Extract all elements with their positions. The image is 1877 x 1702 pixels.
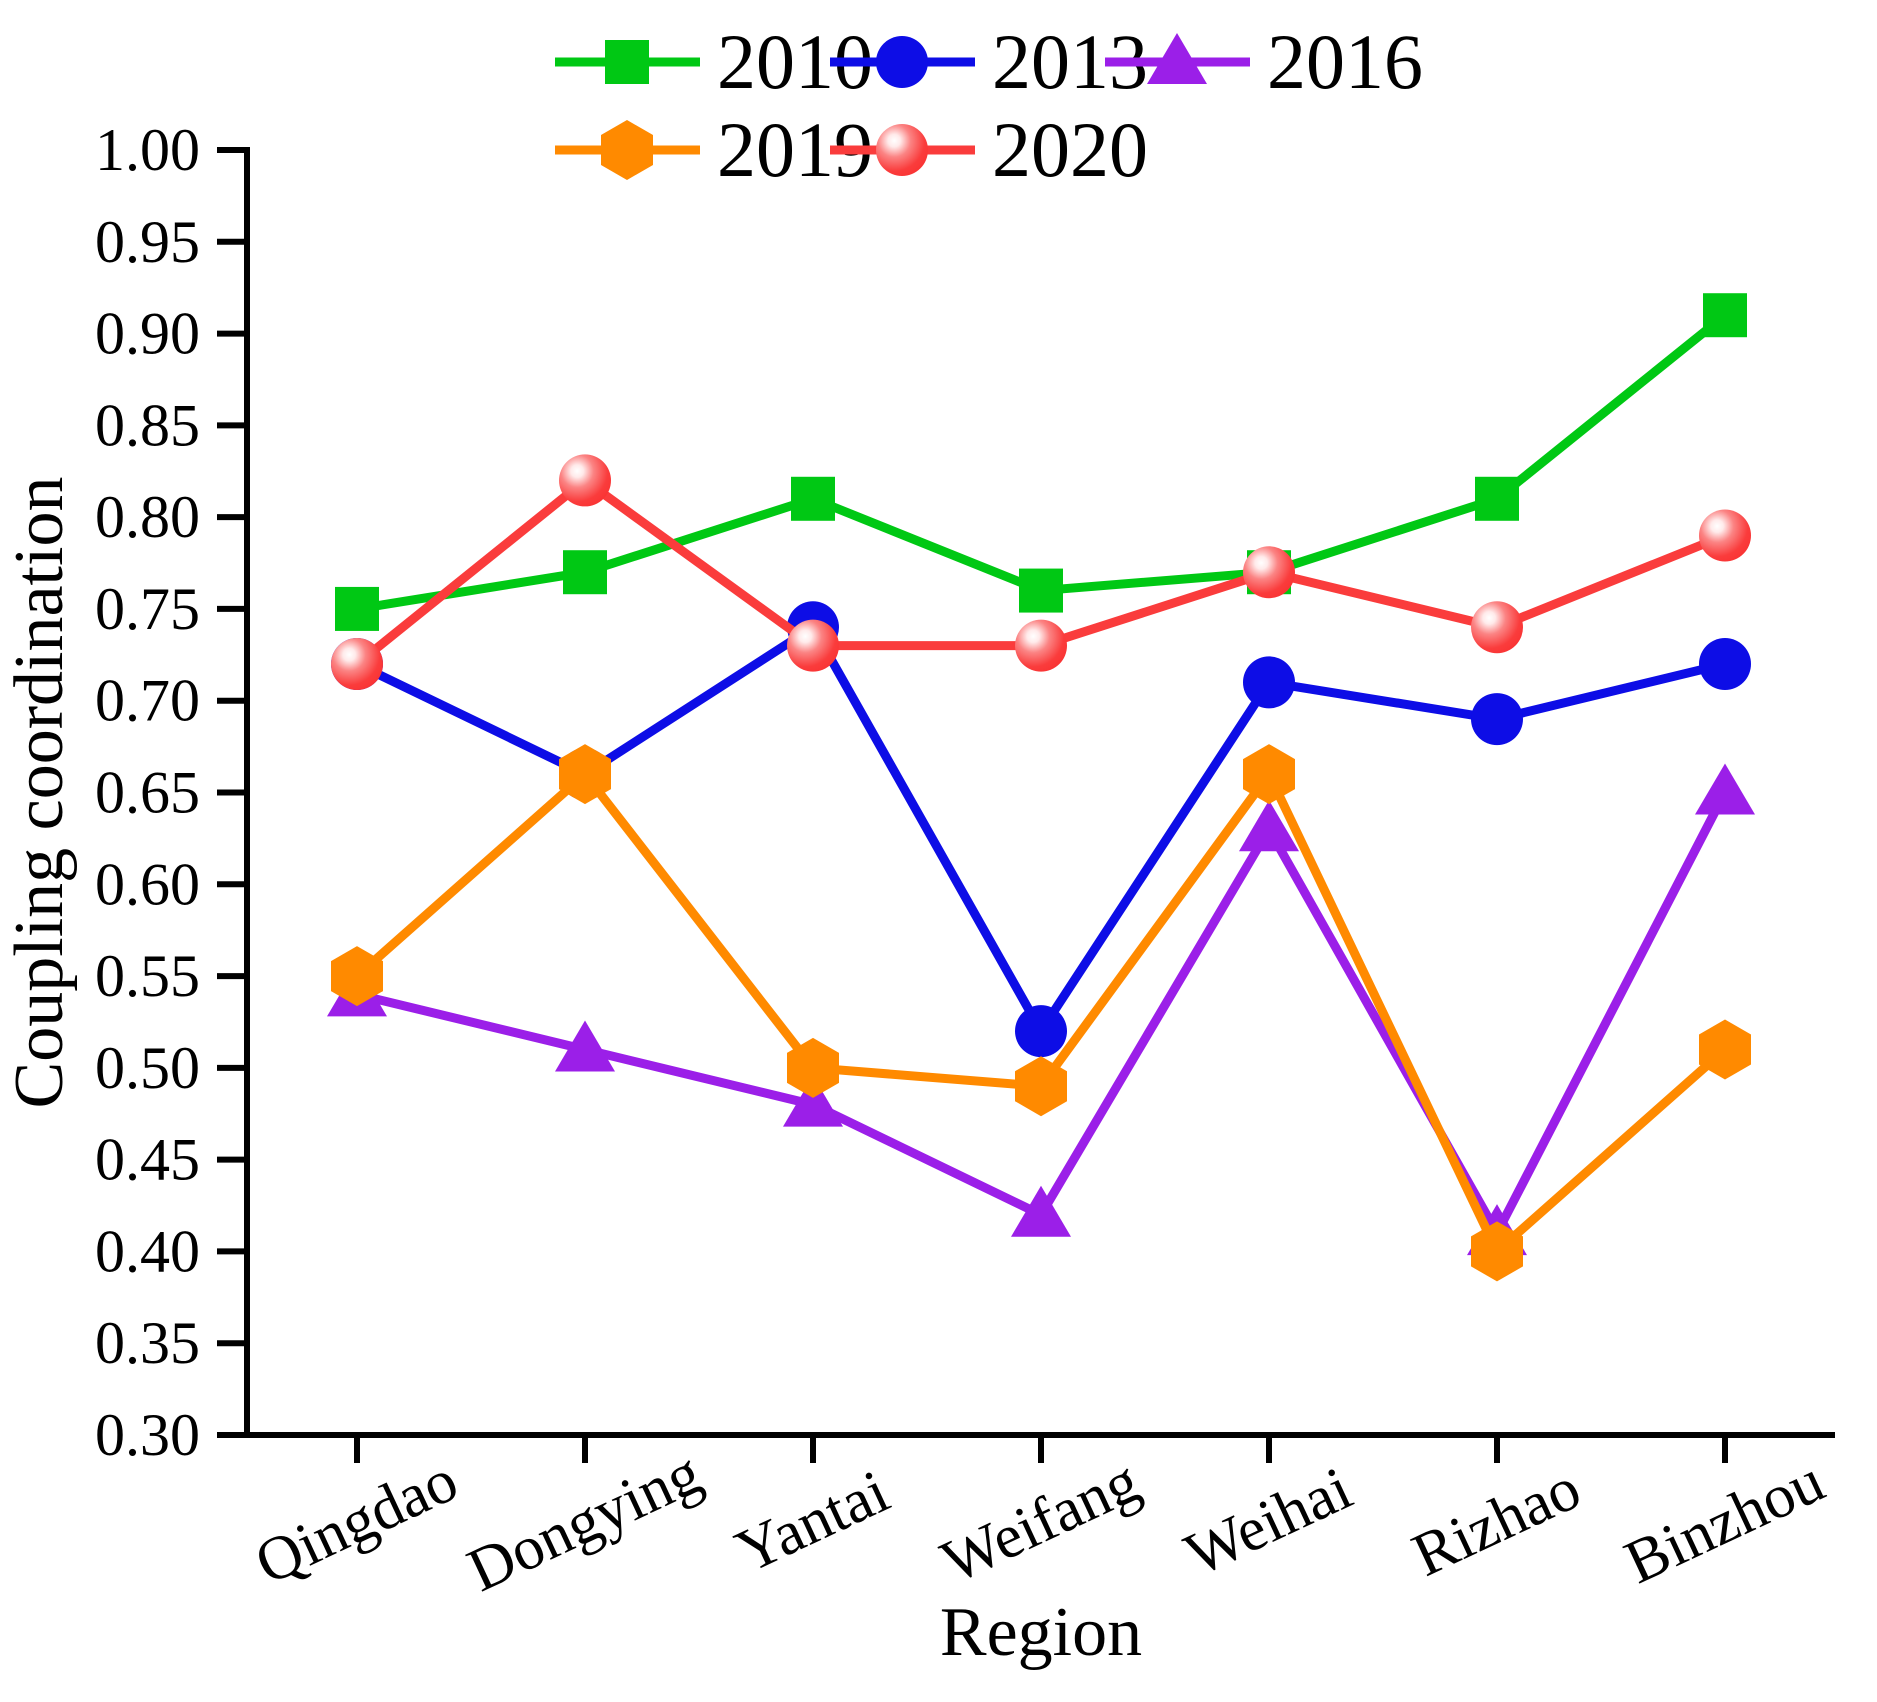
data-point-2016-Dongying bbox=[555, 1020, 615, 1072]
data-point-2016-Weifang bbox=[1011, 1185, 1071, 1237]
data-point-2016-Yantai bbox=[783, 1075, 843, 1127]
data-point-2020-Weifang bbox=[1015, 619, 1067, 672]
data-point-2010-Weifang bbox=[1019, 568, 1063, 613]
y-tick-label: 0.45 bbox=[95, 1127, 200, 1193]
legend-circle-icon bbox=[876, 36, 928, 88]
x-category-label: Qingdao bbox=[245, 1446, 467, 1598]
data-point-2010-Qingdao bbox=[335, 586, 379, 631]
legend: 2010 2013 2016 2019 2020 bbox=[555, 18, 1423, 193]
legend-item-2016: 2016 bbox=[1105, 18, 1423, 105]
data-point-2010-Binzhou bbox=[1703, 293, 1747, 338]
y-tick-label: 1.00 bbox=[95, 117, 200, 183]
axes: 1.00 0.95 0.90 0.85 0.80 0.75 0.70 0.65 0.60 0.55… bbox=[1, 117, 1835, 1671]
data-point-2020-Qingdao bbox=[331, 638, 383, 690]
data-point-2020-Weihai bbox=[1243, 546, 1295, 599]
legend-hexagon-icon bbox=[601, 120, 653, 180]
data-point-2020-Yantai bbox=[787, 619, 839, 672]
y-tick-label: 0.90 bbox=[95, 301, 200, 367]
data-point-2013-Weifang bbox=[1015, 1005, 1067, 1058]
data-point-2020-Rizhao bbox=[1471, 601, 1523, 654]
y-tick-label: 0.60 bbox=[95, 851, 200, 917]
y-tick-label: 0.40 bbox=[95, 1218, 200, 1284]
y-axis-title: Coupling coordination bbox=[1, 477, 78, 1109]
data-point-2010-Yantai bbox=[791, 476, 835, 521]
x-category-label: Yantai bbox=[726, 1457, 899, 1586]
x-category-label: Binzhou bbox=[1615, 1447, 1834, 1597]
data-point-2020-Binzhou bbox=[1699, 509, 1751, 562]
y-tick-label: 0.55 bbox=[95, 943, 200, 1009]
data-point-2019-Dongying bbox=[559, 744, 611, 805]
legend-triangle-up-icon bbox=[1147, 33, 1207, 84]
legend-item-2010: 2010 bbox=[555, 18, 873, 105]
y-tick-label: 0.85 bbox=[95, 392, 200, 458]
legend-label: 2016 bbox=[1267, 18, 1423, 105]
y-tick-label: 0.75 bbox=[95, 576, 200, 642]
legend-item-2020: 2020 bbox=[830, 106, 1148, 193]
data-point-2019-Rizhao bbox=[1471, 1221, 1523, 1282]
legend-item-2013: 2013 bbox=[830, 18, 1148, 105]
legend-label: 2020 bbox=[992, 106, 1148, 193]
data-point-2013-Weihai bbox=[1243, 656, 1295, 709]
x-category-label: Weifang bbox=[932, 1447, 1150, 1597]
legend-item-2019: 2019 bbox=[555, 106, 873, 193]
series-line-2013 bbox=[355, 620, 1727, 1040]
y-tick-label: 0.95 bbox=[95, 209, 200, 275]
y-tick-label: 0.50 bbox=[95, 1035, 200, 1101]
y-tick-label: 0.65 bbox=[95, 760, 200, 826]
series-2020 bbox=[331, 454, 1751, 690]
y-tick-label: 0.35 bbox=[95, 1310, 200, 1376]
data-point-2010-Rizhao bbox=[1475, 476, 1519, 521]
data-point-2013-Rizhao bbox=[1471, 693, 1523, 746]
y-tick-label: 0.70 bbox=[95, 668, 200, 734]
legend-square-icon bbox=[605, 40, 649, 84]
x-category-label: Dongying bbox=[458, 1439, 712, 1605]
data-point-2020-Dongying bbox=[559, 454, 611, 507]
y-tick-label: 0.30 bbox=[95, 1402, 200, 1468]
data-point-2013-Binzhou bbox=[1699, 638, 1751, 690]
x-axis-title: Region bbox=[940, 1594, 1142, 1671]
y-tick-label: 0.80 bbox=[95, 484, 200, 550]
series-line-2010 bbox=[356, 311, 1728, 614]
data-point-2010-Dongying bbox=[563, 550, 607, 595]
data-point-2016-Binzhou bbox=[1695, 763, 1755, 815]
x-category-label: Rizhao bbox=[1403, 1454, 1591, 1590]
series-2010 bbox=[335, 293, 1747, 631]
data-point-2019-Weifang bbox=[1015, 1056, 1067, 1117]
series-2019 bbox=[331, 744, 1751, 1282]
data-point-2019-Weihai bbox=[1243, 744, 1295, 805]
data-point-2019-Binzhou bbox=[1699, 1019, 1751, 1080]
data-point-2019-Qingdao bbox=[331, 946, 383, 1007]
data-point-2019-Yantai bbox=[787, 1037, 839, 1098]
x-category-label: Weihai bbox=[1175, 1454, 1361, 1589]
data-point-2016-Weihai bbox=[1239, 800, 1299, 852]
legend-sphere-icon bbox=[876, 124, 928, 176]
